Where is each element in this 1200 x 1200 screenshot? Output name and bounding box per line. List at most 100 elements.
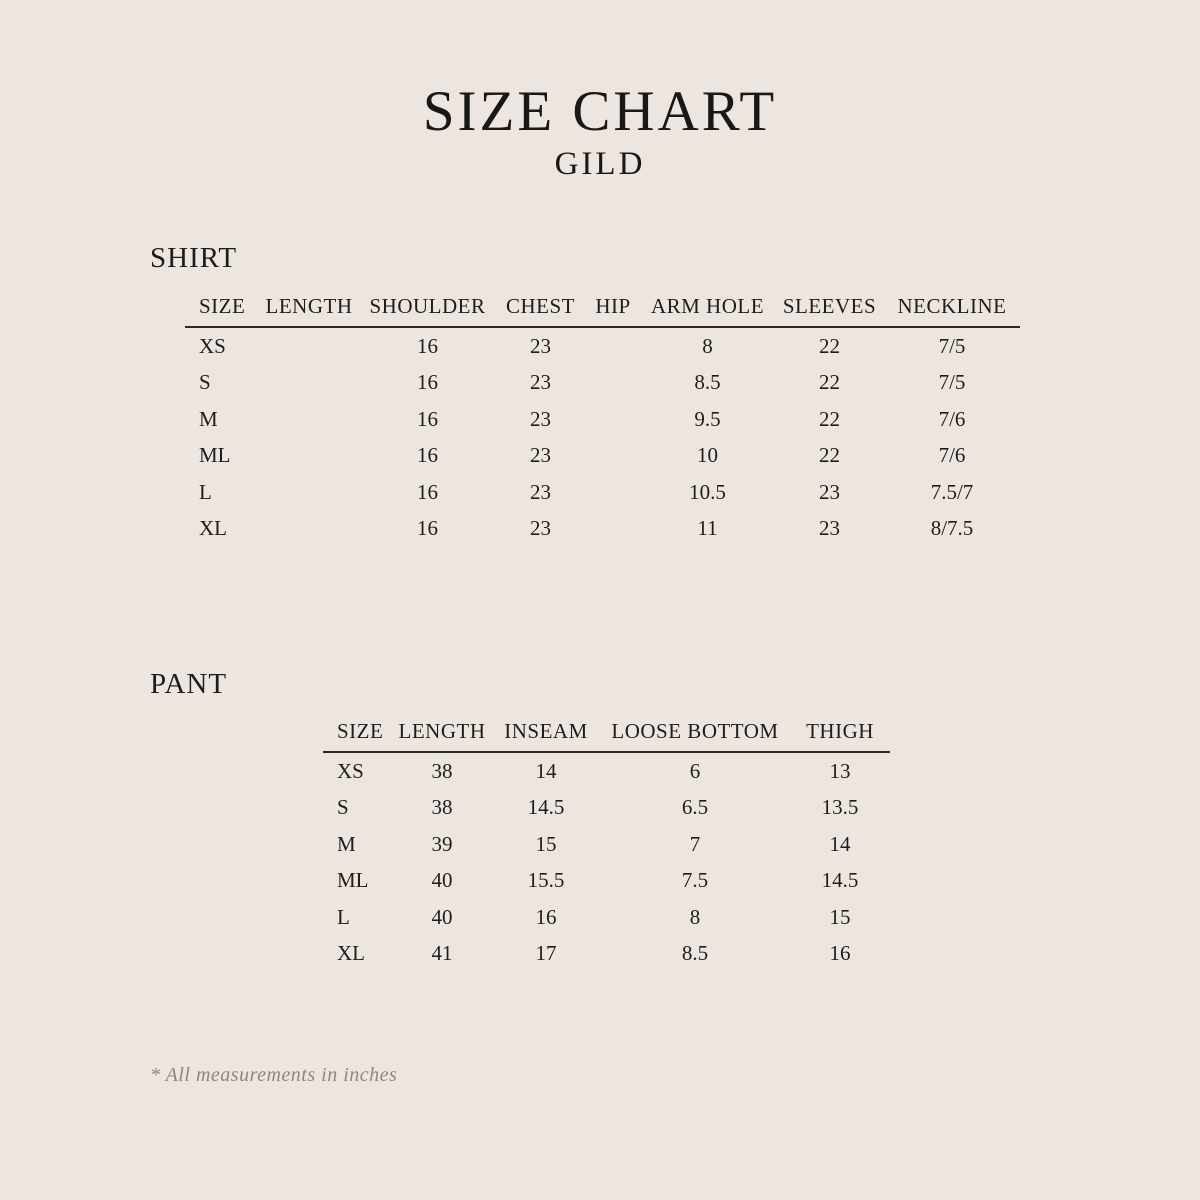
pant-cell: 14	[535, 758, 557, 783]
pant-cell: 41	[431, 941, 453, 966]
table-row: S 16 23 8.5 22 7/5	[185, 365, 1020, 402]
pant-cell: 15	[829, 904, 851, 929]
shirt-cell: ML	[199, 443, 231, 468]
shirt-cell	[258, 365, 360, 402]
table-row: XS 38 14 6 13	[323, 752, 890, 790]
shirt-cell	[586, 438, 640, 475]
pant-cell: 38	[431, 795, 453, 820]
shirt-cell: 23	[530, 479, 551, 504]
pant-cell: 7.5	[681, 868, 709, 893]
pant-column-header-size: SIZE	[323, 719, 392, 753]
shirt-cell	[258, 511, 360, 548]
pant-cell: 13.5	[821, 795, 859, 820]
shirt-column-header-size: SIZE	[185, 294, 258, 328]
shirt-cell: 23	[530, 370, 551, 395]
pant-cell: 15.5	[527, 868, 565, 893]
pant-column-header-length: LENGTH	[392, 719, 492, 753]
shirt-column-header-neckline: NECKLINE	[884, 294, 1020, 328]
shirt-cell: 22	[819, 333, 840, 358]
shirt-cell: XL	[199, 516, 227, 541]
shirt-cell: 22	[819, 406, 840, 431]
shirt-column-header-arm-hole: ARM HOLE	[640, 294, 775, 328]
shirt-cell	[258, 327, 360, 365]
pant-cell: 16	[535, 904, 557, 929]
shirt-cell: XS	[199, 333, 226, 358]
shirt-cell: 9.5	[694, 406, 721, 431]
pant-column-header-loose-bottom: LOOSE BOTTOM	[600, 719, 790, 753]
table-row: ML 16 23 10 22 7/6	[185, 438, 1020, 475]
shirt-cell: 23	[819, 516, 840, 541]
shirt-cell	[586, 511, 640, 548]
pant-cell: 6.5	[681, 795, 709, 820]
pant-cell: 8.5	[681, 941, 709, 966]
pant-cell: 40	[431, 868, 453, 893]
shirt-cell	[586, 327, 640, 365]
shirt-cell: 8	[702, 333, 713, 358]
pant-cell: 7	[689, 831, 701, 856]
shirt-table-header-row: SIZE LENGTH SHOULDER CHEST HIP ARM HOLE SLEEVE…	[185, 294, 1020, 328]
pant-cell: 39	[431, 831, 453, 856]
pant-cell: 8	[689, 904, 701, 929]
pant-column-header-inseam: INSEAM	[492, 719, 600, 753]
shirt-cell	[258, 438, 360, 475]
pant-cell: L	[337, 904, 350, 929]
table-row: ML 40 15.5 7.5 14.5	[323, 863, 890, 900]
shirt-column-header-length: LENGTH	[258, 294, 360, 328]
shirt-cell	[258, 401, 360, 438]
shirt-cell: 16	[417, 516, 438, 541]
pant-cell: XS	[337, 758, 364, 783]
shirt-cell: S	[199, 370, 211, 395]
shirt-cell: 23	[530, 443, 551, 468]
shirt-cell: M	[199, 406, 218, 431]
pant-column-header-thigh: THIGH	[790, 719, 890, 753]
pant-cell: ML	[337, 868, 369, 893]
shirt-cell: 7/6	[938, 406, 966, 431]
shirt-section-label: SHIRT	[150, 242, 238, 274]
shirt-cell: 8/7.5	[930, 516, 974, 541]
pant-cell: 6	[689, 758, 701, 783]
shirt-cell: 23	[530, 516, 551, 541]
page-title: SIZE CHART	[422, 80, 778, 143]
shirt-cell: 7.5/7	[930, 479, 974, 504]
shirt-cell	[258, 474, 360, 511]
shirt-cell	[586, 365, 640, 402]
shirt-cell: 8.5	[694, 370, 721, 395]
shirt-column-header-hip: HIP	[586, 294, 640, 328]
table-row: XS 16 23 8 22 7/5	[185, 327, 1020, 365]
shirt-column-header-shoulder: SHOULDER	[360, 294, 495, 328]
shirt-cell: 22	[819, 370, 840, 395]
table-row: S 38 14.5 6.5 13.5	[323, 790, 890, 827]
shirt-column-header-sleeves: SLEEVES	[775, 294, 884, 328]
shirt-cell	[586, 401, 640, 438]
pant-cell: 14.5	[527, 795, 565, 820]
shirt-cell: 16	[417, 333, 438, 358]
pant-cell: 16	[829, 941, 851, 966]
shirt-cell: 10.5	[689, 479, 726, 504]
shirt-cell: 11	[697, 516, 718, 541]
pant-section-label: PANT	[150, 668, 228, 700]
shirt-cell: 16	[417, 406, 438, 431]
pant-cell: 14	[829, 831, 851, 856]
shirt-column-header-chest: CHEST	[495, 294, 586, 328]
shirt-size-table: SIZE LENGTH SHOULDER CHEST HIP ARM HOLE SLEEVE…	[185, 294, 1020, 547]
shirt-cell: 23	[530, 333, 551, 358]
shirt-cell: 16	[417, 443, 438, 468]
pant-cell: 14.5	[821, 868, 859, 893]
page-subtitle: GILD	[554, 145, 646, 182]
table-row: XL 16 23 11 23 8/7.5	[185, 511, 1020, 548]
shirt-cell: L	[199, 479, 212, 504]
pant-cell: S	[337, 795, 349, 820]
table-row: L 40 16 8 15	[323, 899, 890, 936]
pant-cell: M	[337, 831, 356, 856]
pant-table-header-row: SIZE LENGTH INSEAM LOOSE BOTTOM THIGH	[323, 719, 890, 753]
shirt-cell: 23	[819, 479, 840, 504]
table-row: M 39 15 7 14	[323, 826, 890, 863]
table-row: XL 41 17 8.5 16	[323, 936, 890, 973]
table-row: M 16 23 9.5 22 7/6	[185, 401, 1020, 438]
shirt-cell: 23	[530, 406, 551, 431]
shirt-cell: 7/5	[938, 333, 966, 358]
pant-cell: 17	[535, 941, 557, 966]
shirt-cell: 10	[697, 443, 718, 468]
pant-cell: 15	[535, 831, 557, 856]
pant-cell: 40	[431, 904, 453, 929]
